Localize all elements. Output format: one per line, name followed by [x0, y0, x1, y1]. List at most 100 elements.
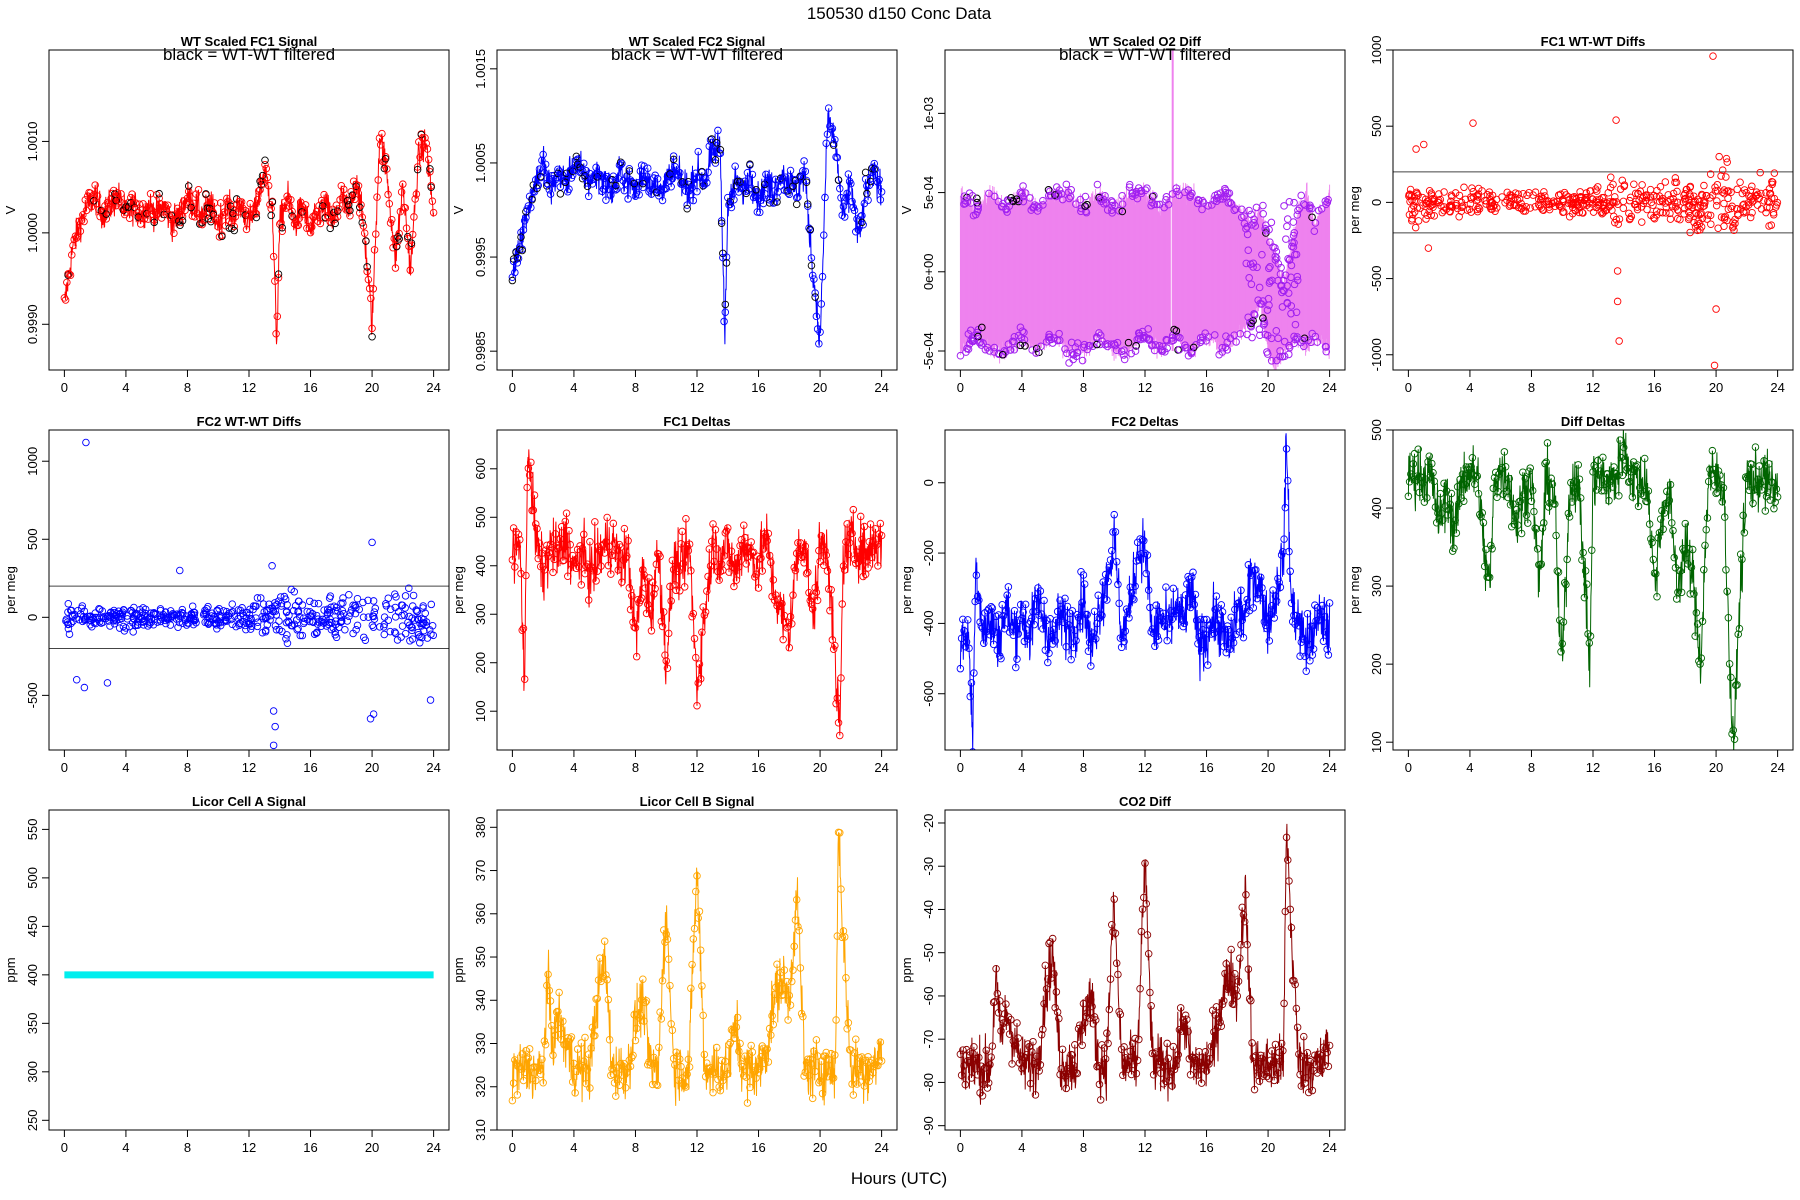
data-point	[705, 545, 714, 553]
data-point	[776, 181, 785, 190]
data-point	[848, 197, 856, 206]
data-point	[786, 612, 795, 621]
filtered-point	[561, 178, 570, 187]
data-point	[1244, 561, 1253, 569]
y-tick-label: -5e-04	[921, 332, 936, 370]
data-point	[1314, 206, 1323, 215]
data-point	[1270, 614, 1278, 622]
data-point	[630, 623, 638, 631]
data-point	[694, 679, 702, 687]
data-point	[1486, 192, 1494, 200]
data-point	[1196, 338, 1205, 347]
data-point	[794, 193, 802, 201]
data-point	[594, 542, 603, 551]
data-point	[65, 270, 74, 278]
data-point	[383, 165, 391, 173]
data-point	[366, 715, 375, 723]
data-point	[1424, 244, 1433, 252]
data-point	[1628, 493, 1637, 501]
data-point	[135, 200, 144, 209]
data-point	[1551, 500, 1559, 508]
filtered-point	[426, 165, 434, 173]
data-point	[1063, 602, 1072, 611]
data-point	[194, 185, 203, 194]
data-point	[641, 177, 650, 185]
data-point	[581, 569, 589, 578]
data-point	[1307, 622, 1315, 631]
data-point	[801, 167, 810, 176]
data-point	[731, 564, 739, 573]
data-point	[1069, 351, 1078, 359]
data-point	[650, 1053, 658, 1062]
data-point	[308, 223, 316, 231]
data-point	[990, 348, 998, 356]
data-point	[1510, 520, 1518, 528]
data-point	[1016, 600, 1025, 609]
data-point	[1289, 243, 1298, 251]
data-point	[245, 619, 253, 628]
data-point	[982, 1046, 990, 1055]
data-point	[1606, 201, 1615, 209]
data-point	[548, 1022, 556, 1030]
data-point	[1690, 198, 1698, 207]
data-point	[827, 1049, 835, 1058]
data-point	[576, 542, 584, 550]
data-point	[535, 165, 544, 173]
data-point	[1469, 471, 1478, 479]
data-point	[664, 955, 673, 963]
data-point	[1723, 158, 1731, 166]
data-point	[870, 159, 878, 168]
data-point	[1646, 185, 1655, 194]
data-point	[711, 159, 720, 167]
data-point	[1633, 205, 1642, 214]
data-point	[364, 275, 373, 284]
data-point	[695, 660, 704, 668]
data-point	[1766, 496, 1774, 504]
data-point	[669, 152, 678, 160]
data-point	[676, 587, 684, 595]
data-point	[1658, 209, 1667, 217]
x-tick-label: 12	[1586, 760, 1600, 775]
data-point	[869, 537, 877, 545]
data-point	[1263, 624, 1271, 633]
data-point	[967, 679, 976, 687]
data-point	[401, 629, 410, 638]
data-point	[692, 887, 700, 896]
data-point	[1077, 1026, 1085, 1035]
data-point	[424, 155, 433, 164]
data-point	[684, 1055, 693, 1064]
data-point	[221, 222, 230, 230]
data-point	[189, 199, 198, 208]
data-point	[1310, 227, 1319, 235]
data-point	[876, 1038, 885, 1046]
data-point	[543, 541, 551, 550]
panel-title: WT Scaled FC1 Signal	[181, 34, 318, 49]
data-point	[724, 1069, 732, 1078]
data-point	[672, 586, 680, 595]
data-point	[1284, 254, 1292, 263]
data-point	[1174, 605, 1182, 613]
data-point	[1722, 566, 1730, 574]
data-point	[1216, 626, 1224, 634]
data-point	[736, 1039, 744, 1048]
data-point	[573, 155, 582, 164]
data-point	[117, 190, 125, 198]
data-point	[710, 1068, 718, 1077]
data-point	[264, 181, 273, 190]
data-point	[1287, 261, 1296, 270]
x-tick-label: 24	[874, 760, 888, 775]
data-point	[1729, 726, 1738, 735]
data-point	[1265, 264, 1273, 273]
data-point	[359, 613, 368, 621]
data-point	[544, 180, 552, 188]
data-point	[1320, 613, 1329, 621]
data-point	[1186, 1070, 1195, 1079]
data-point	[421, 609, 429, 618]
data-point	[1050, 625, 1058, 634]
x-tick-label: 8	[1080, 1140, 1087, 1155]
data-point	[1666, 215, 1675, 223]
data-point	[987, 1053, 995, 1061]
data-point	[1744, 201, 1753, 209]
data-point	[1066, 609, 1074, 618]
